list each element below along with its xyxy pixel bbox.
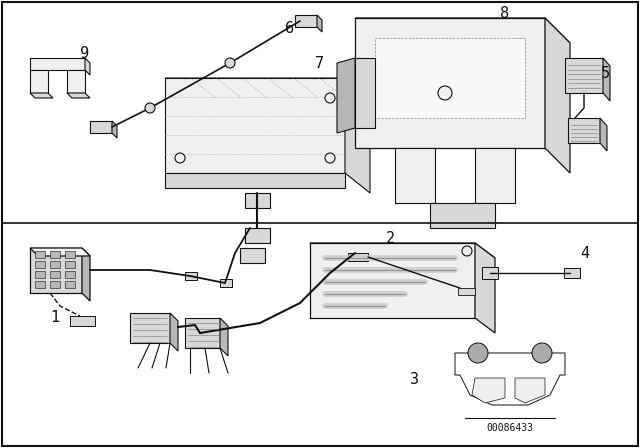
Circle shape — [175, 153, 185, 163]
Polygon shape — [545, 18, 570, 173]
Circle shape — [225, 58, 235, 68]
Bar — [35, 251, 45, 258]
Polygon shape — [130, 313, 170, 343]
Polygon shape — [185, 318, 220, 348]
Bar — [35, 261, 45, 268]
Polygon shape — [165, 78, 345, 173]
Polygon shape — [165, 78, 370, 98]
Bar — [65, 281, 75, 288]
Text: 4: 4 — [580, 246, 589, 260]
Text: 6: 6 — [285, 21, 294, 35]
Polygon shape — [30, 70, 48, 93]
Bar — [50, 281, 60, 288]
Polygon shape — [112, 121, 117, 138]
Bar — [35, 281, 45, 288]
Polygon shape — [375, 38, 525, 118]
Polygon shape — [348, 253, 368, 261]
Circle shape — [145, 103, 155, 113]
Polygon shape — [245, 193, 270, 208]
Text: 5: 5 — [600, 65, 609, 81]
Polygon shape — [30, 93, 53, 98]
Circle shape — [532, 343, 552, 363]
Circle shape — [325, 153, 335, 163]
Polygon shape — [82, 248, 90, 301]
Text: 1: 1 — [51, 310, 60, 326]
Polygon shape — [515, 378, 545, 403]
Polygon shape — [165, 173, 345, 188]
Polygon shape — [603, 58, 610, 101]
Circle shape — [462, 246, 472, 256]
Polygon shape — [600, 118, 607, 151]
Polygon shape — [245, 228, 270, 243]
Polygon shape — [355, 58, 375, 128]
Text: 3: 3 — [410, 372, 420, 388]
Polygon shape — [90, 121, 112, 133]
Polygon shape — [67, 70, 85, 93]
Polygon shape — [30, 248, 82, 293]
Bar — [65, 251, 75, 258]
Polygon shape — [85, 58, 90, 75]
Bar — [50, 271, 60, 278]
Bar — [65, 261, 75, 268]
Bar — [35, 271, 45, 278]
Polygon shape — [337, 58, 355, 133]
Polygon shape — [310, 243, 495, 258]
Polygon shape — [170, 313, 178, 351]
Polygon shape — [430, 203, 495, 228]
Text: 8: 8 — [500, 5, 509, 21]
Text: 7: 7 — [316, 56, 324, 70]
Polygon shape — [565, 58, 603, 93]
Circle shape — [468, 343, 488, 363]
Bar — [65, 271, 75, 278]
Polygon shape — [70, 316, 95, 326]
Bar — [185, 272, 197, 280]
Polygon shape — [564, 268, 580, 278]
Polygon shape — [30, 248, 90, 256]
Text: 2: 2 — [385, 231, 395, 246]
Polygon shape — [355, 18, 545, 148]
Text: 9: 9 — [81, 46, 90, 60]
Polygon shape — [67, 93, 90, 98]
Polygon shape — [455, 353, 565, 405]
Polygon shape — [475, 148, 515, 203]
Polygon shape — [310, 243, 475, 318]
Text: 00086433: 00086433 — [486, 423, 534, 433]
Polygon shape — [355, 18, 570, 43]
Bar — [220, 279, 232, 287]
Bar — [50, 261, 60, 268]
Polygon shape — [220, 318, 228, 356]
Polygon shape — [395, 148, 435, 203]
Polygon shape — [568, 118, 600, 143]
Polygon shape — [295, 15, 317, 27]
Polygon shape — [30, 58, 85, 70]
Circle shape — [325, 93, 335, 103]
Polygon shape — [482, 267, 498, 279]
Polygon shape — [345, 78, 370, 193]
Bar — [50, 251, 60, 258]
Polygon shape — [475, 243, 495, 333]
Circle shape — [438, 86, 452, 100]
Polygon shape — [317, 15, 322, 32]
Polygon shape — [458, 288, 475, 295]
Polygon shape — [472, 378, 505, 403]
Polygon shape — [240, 248, 265, 263]
